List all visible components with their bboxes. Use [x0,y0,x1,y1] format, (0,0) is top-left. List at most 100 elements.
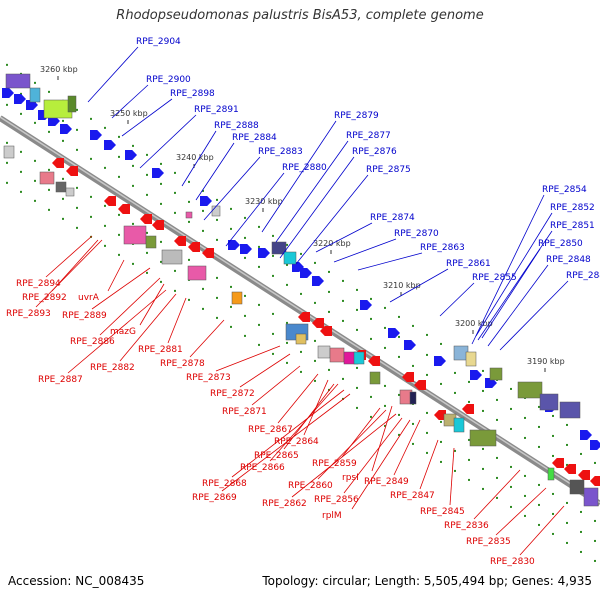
tick-dot [118,253,120,256]
tick-dot [538,483,540,486]
reverse-gene-arrow [552,458,564,468]
tick-dot [104,126,106,129]
tick-dot [328,270,330,273]
tick-dot [272,254,274,257]
forward-gene-label: RPE_2876 [352,147,397,157]
tick-dot [384,306,386,309]
tick-dot [370,297,372,300]
tick-dot [468,478,470,481]
reverse-gene-arrow [52,158,64,168]
forward-gene-label: RPE_2874 [370,213,415,223]
tick-dot [272,234,274,237]
tick-dot [118,135,120,138]
reverse-gene-arrow [402,372,414,382]
reverse-leader-line [269,383,339,462]
tick-dot [356,288,358,291]
tick-dot [216,218,218,221]
gene-box [569,479,585,495]
tick-dot [272,274,274,277]
forward-gene-arrow [590,440,600,450]
tick-dot [188,180,190,183]
forward-leader-line [139,114,197,169]
reverse-gene-label: mazG [110,327,136,337]
forward-gene-label: RPE_2851 [550,221,595,231]
tick-dot [552,512,554,515]
reverse-leader-line [239,353,291,388]
reverse-gene-arrow [368,356,380,366]
tick-dot [230,227,232,230]
forward-gene-arrow [26,100,38,110]
forward-leader-line [87,46,139,103]
genome-summary-text: Topology: circular; Length: 5,505,494 bp… [262,574,592,588]
tick-dot [398,393,400,396]
reverse-gene-label: RPE_2864 [274,437,319,447]
tick-dot [426,353,428,356]
reverse-gene-label: RPE_2881 [138,345,183,355]
forward-leader-line [499,280,569,351]
scale-tick-label: 3190 kbp [527,357,565,366]
reverse-gene-label: RPE_2867 [248,425,293,435]
tick-dot [202,287,204,290]
reverse-gene-label: RPE_2835 [466,537,511,547]
reverse-leader-line [139,283,165,326]
label-leaders [35,46,569,556]
forward-gene-arrow [104,140,116,150]
reverse-leader-line [291,413,397,498]
tick-dot [20,112,22,115]
gene-box [369,371,381,385]
tick-dot [132,262,134,265]
tick-dot [412,324,414,327]
forward-gene-label: RPE_2900 [146,75,191,85]
tick-dot [580,530,582,533]
forward-gene-label: RPE_2883 [258,147,303,157]
forward-gene-arrow [228,240,240,250]
reverse-leader-line [189,319,225,358]
reverse-leader-line [519,505,565,556]
forward-gene-label: RPE_2861 [446,259,491,269]
tick-dot [524,494,526,497]
forward-leader-line [295,174,369,265]
tick-dot [76,128,78,131]
forward-leader-line [439,282,475,317]
gene-box [539,393,559,411]
forward-gene-label: RPE_2891 [194,105,239,115]
forward-leader-line [203,156,261,221]
tick-dot [524,474,526,477]
map-title: Rhodopseudomonas palustris BisA53, compl… [116,8,484,23]
reverse-gene-label: RPE_2847 [390,491,435,501]
tick-dot [552,414,554,417]
reverse-gene-label: RPE_2892 [22,293,67,303]
tick-dot [510,407,512,410]
gene-box [3,145,15,159]
tick-dot [132,144,134,147]
forward-gene-arrow [90,130,102,140]
scale-tick-label: 3210 kbp [383,281,421,290]
tick-dot [132,222,134,225]
reverse-leader-line [495,487,547,536]
gene-box [271,241,287,255]
forward-gene-label: RPE_2846 [566,271,600,281]
tick-dot [594,519,596,522]
tick-dot [34,121,36,124]
reverse-gene-label: RPE_2849 [364,477,409,487]
reverse-leader-line [449,447,455,506]
tick-dot [426,411,428,414]
reverse-leader-line [371,405,393,472]
tick-dot [244,294,246,297]
tick-dot [258,225,260,228]
tick-dot [118,175,120,178]
gene-box [559,401,581,419]
tick-dot [244,334,246,337]
reverse-gene-label: RPE_2845 [420,507,465,517]
forward-gene-arrow [485,378,497,388]
forward-gene-arrow [152,168,164,178]
tick-dot [188,220,190,223]
tick-dot [538,405,540,408]
tick-dot [510,485,512,488]
reverse-gene-label: RPE_2873 [186,373,231,383]
reverse-gene-label: RPE_2894 [16,279,61,289]
tick-dot [230,305,232,308]
scale-tick-label: 3260 kbp [40,65,78,74]
tick-dot [496,476,498,479]
tick-dot [300,350,302,353]
